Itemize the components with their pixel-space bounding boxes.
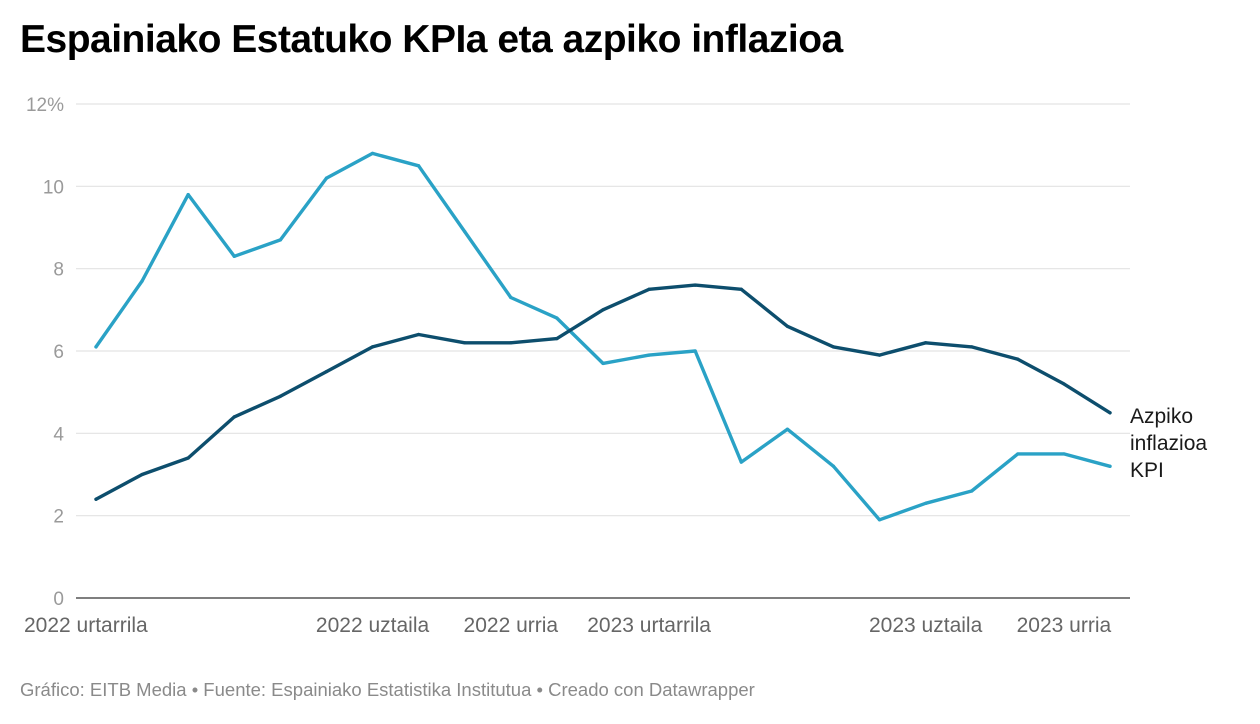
y-tick-label: 12% [26, 95, 64, 116]
data-point [140, 472, 144, 477]
data-point [186, 192, 190, 197]
data-point [1062, 382, 1066, 386]
y-tick-label: 4 [53, 424, 64, 445]
series-line [94, 283, 1112, 501]
data-point [186, 456, 190, 460]
data-point [1108, 464, 1112, 468]
series-labels: Azpiko inflazioa KPI [1130, 405, 1207, 482]
data-point [232, 254, 236, 258]
x-tick-label: 2023 uztaila [869, 614, 983, 637]
x-axis-ticks: 2022 urtarrila 2022 uztaila 2022 urria 2023… [24, 614, 1112, 637]
data-point [831, 345, 836, 349]
series-azpiko-inflazioa [94, 283, 1112, 501]
data-point [509, 341, 513, 345]
data-point [877, 353, 882, 357]
gridlines [76, 103, 1130, 599]
data-point [232, 415, 236, 419]
data-point [647, 353, 651, 357]
series-kpi [94, 151, 1112, 522]
data-point [601, 361, 605, 365]
y-tick-label: 6 [53, 342, 64, 363]
y-tick-label: 8 [53, 260, 64, 281]
data-point [970, 489, 974, 493]
x-tick-label: 2022 urtarrila [24, 614, 148, 637]
data-point [785, 324, 789, 328]
data-point [370, 345, 375, 349]
data-point [463, 230, 467, 234]
x-tick-label: 2022 uztaila [316, 614, 430, 637]
data-point [739, 287, 743, 291]
data-point [1108, 411, 1112, 415]
chart-title: Espainiako Estatuko KPIa eta azpiko infl… [20, 18, 843, 61]
data-point [739, 460, 743, 464]
y-tick-label: 10 [43, 177, 64, 198]
y-tick-label: 0 [53, 589, 64, 610]
data-point [647, 287, 651, 291]
data-point [877, 518, 882, 522]
x-tick-label: 2022 urria [464, 614, 559, 637]
data-point [693, 283, 697, 287]
data-point [924, 501, 928, 505]
data-point [831, 464, 836, 468]
series-lines [94, 151, 1112, 522]
data-point [94, 497, 98, 501]
data-point [370, 151, 375, 155]
data-point [924, 341, 928, 345]
data-point [417, 332, 421, 337]
x-tick-label: 2023 urtarrila [587, 614, 711, 637]
data-point [601, 308, 605, 312]
series-line [94, 151, 1112, 522]
data-point [94, 345, 98, 349]
series-label-kpi: KPI [1130, 459, 1164, 482]
data-point [785, 427, 789, 431]
data-point [278, 394, 282, 398]
series-label-azpiko-inflazioa: Azpiko [1130, 405, 1193, 428]
data-point [1016, 452, 1020, 456]
data-point [1016, 357, 1020, 361]
data-point [509, 295, 513, 300]
data-point [140, 279, 144, 283]
data-point [693, 349, 697, 353]
data-point [970, 345, 974, 349]
data-point [463, 341, 467, 345]
data-point [324, 176, 329, 180]
chart-footer: Gráfico: EITB Media • Fuente: Espainiako… [20, 679, 755, 700]
x-tick-label: 2023 urria [1017, 614, 1112, 637]
series-label-azpiko-inflazioa: inflazioa [1130, 432, 1207, 455]
y-axis-ticks: 0 2 4 6 8 10 12% [26, 95, 64, 610]
data-point [555, 316, 559, 320]
data-point [417, 164, 421, 168]
data-point [324, 369, 329, 374]
data-point [555, 337, 559, 341]
data-point [278, 238, 282, 242]
data-point [1062, 452, 1066, 456]
y-tick-label: 2 [53, 507, 64, 528]
